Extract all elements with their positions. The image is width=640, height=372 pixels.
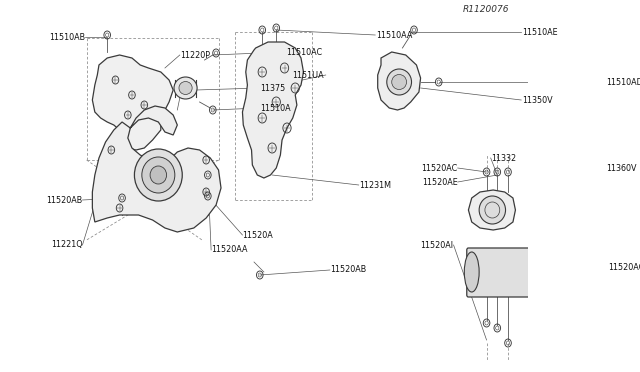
Ellipse shape <box>387 69 412 95</box>
Text: 11375: 11375 <box>260 83 286 93</box>
Ellipse shape <box>464 252 479 292</box>
Text: 11520AB: 11520AB <box>330 266 366 275</box>
Ellipse shape <box>142 157 175 193</box>
Text: 11350V: 11350V <box>522 96 553 105</box>
Text: R1120076: R1120076 <box>463 5 509 14</box>
Polygon shape <box>92 55 173 150</box>
Text: 11510AE: 11510AE <box>522 28 557 36</box>
Text: 11221Q: 11221Q <box>51 241 83 250</box>
Text: 11510AC: 11510AC <box>286 48 323 57</box>
Text: 11510AD: 11510AD <box>606 77 640 87</box>
Ellipse shape <box>479 196 506 224</box>
Text: 11360V: 11360V <box>606 164 637 173</box>
Polygon shape <box>468 190 515 230</box>
Text: 1151UA: 1151UA <box>292 71 324 80</box>
Text: 11332: 11332 <box>492 154 516 163</box>
Text: 11510AA: 11510AA <box>376 31 412 39</box>
Ellipse shape <box>179 81 192 94</box>
Text: 11520AC: 11520AC <box>422 164 458 173</box>
Text: 11520AE: 11520AE <box>422 177 458 186</box>
Text: 11520AI: 11520AI <box>420 241 454 250</box>
FancyBboxPatch shape <box>467 248 548 297</box>
Text: 11510A: 11510A <box>260 103 291 112</box>
Ellipse shape <box>150 166 166 184</box>
Ellipse shape <box>537 252 552 292</box>
Text: 11220P: 11220P <box>180 51 210 60</box>
Ellipse shape <box>174 77 197 99</box>
Polygon shape <box>378 52 420 110</box>
Ellipse shape <box>392 74 406 90</box>
Polygon shape <box>92 106 221 232</box>
Text: 11520AA: 11520AA <box>211 246 248 254</box>
Text: 11520AC: 11520AC <box>609 263 640 273</box>
Polygon shape <box>243 42 303 178</box>
Text: 11520A: 11520A <box>243 231 273 240</box>
Ellipse shape <box>134 149 182 201</box>
Text: 11231M: 11231M <box>360 180 392 189</box>
Text: 11520AB: 11520AB <box>46 196 83 205</box>
Text: 11510AB: 11510AB <box>49 32 85 42</box>
